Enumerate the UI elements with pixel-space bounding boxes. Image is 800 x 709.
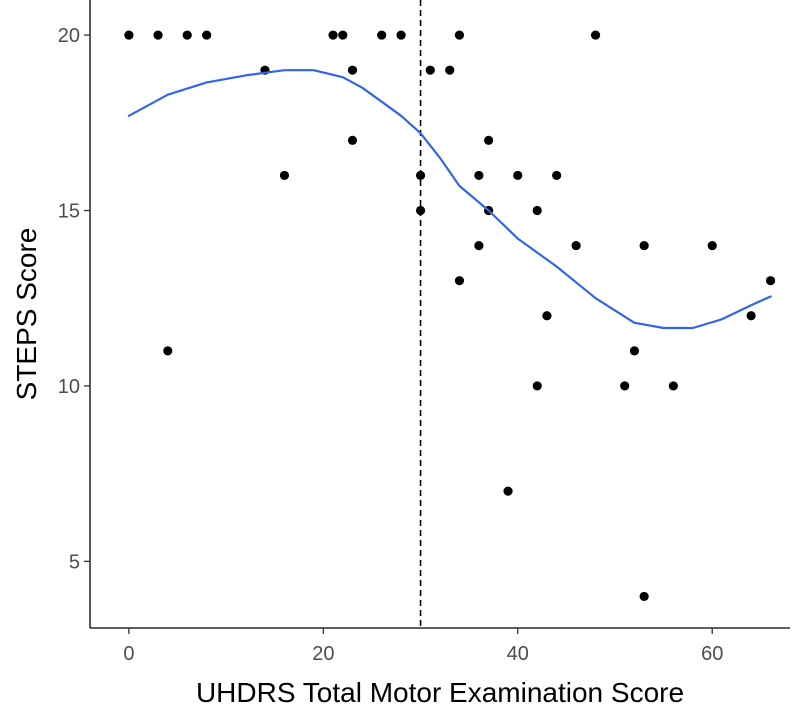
data-point	[474, 170, 484, 181]
x-tick-label: 60	[701, 643, 723, 665]
plot-area	[124, 0, 776, 628]
data-point	[513, 170, 523, 181]
data-point	[590, 30, 601, 40]
data-point	[182, 30, 192, 40]
x-tick-label: 40	[507, 643, 529, 665]
data-point	[415, 205, 426, 216]
data-point	[454, 276, 465, 286]
data-point	[163, 346, 173, 356]
data-point	[639, 240, 649, 251]
data-point	[454, 30, 465, 40]
data-point	[338, 30, 348, 40]
data-point	[571, 240, 581, 251]
y-tick-label: 5	[69, 551, 80, 573]
data-point	[532, 205, 542, 216]
data-point	[484, 135, 494, 145]
data-point	[347, 135, 358, 145]
y-tick-label: 10	[58, 376, 80, 398]
data-point	[532, 381, 542, 391]
data-point	[347, 65, 358, 75]
x-tick-label: 0	[123, 643, 134, 665]
data-point	[202, 30, 212, 40]
data-point	[552, 170, 562, 181]
data-point	[279, 170, 290, 181]
data-point	[396, 30, 406, 40]
data-point	[629, 346, 640, 356]
data-point	[124, 30, 134, 40]
data-point	[153, 30, 163, 40]
data-point	[746, 311, 756, 321]
data-point	[328, 30, 338, 40]
data-point	[707, 240, 717, 251]
x-axis-title: UHDRS Total Motor Examination Score	[196, 677, 684, 708]
data-point	[668, 381, 678, 391]
data-point	[377, 30, 387, 40]
smooth-trend-line	[127, 69, 772, 330]
x-tick-label: 20	[312, 643, 334, 665]
y-tick-label: 15	[58, 201, 80, 223]
data-point	[765, 276, 776, 286]
data-point	[620, 381, 630, 391]
data-point	[474, 240, 484, 251]
data-point	[639, 591, 649, 602]
data-point	[425, 65, 435, 75]
y-axis-title: STEPS Score	[11, 228, 42, 401]
axes: 0 20 40 60 5 10 15 20	[58, 0, 790, 665]
data-point	[542, 311, 552, 321]
y-tick-label: 20	[58, 25, 80, 47]
data-point	[503, 486, 513, 496]
data-point	[445, 65, 455, 75]
data-point	[415, 170, 426, 181]
